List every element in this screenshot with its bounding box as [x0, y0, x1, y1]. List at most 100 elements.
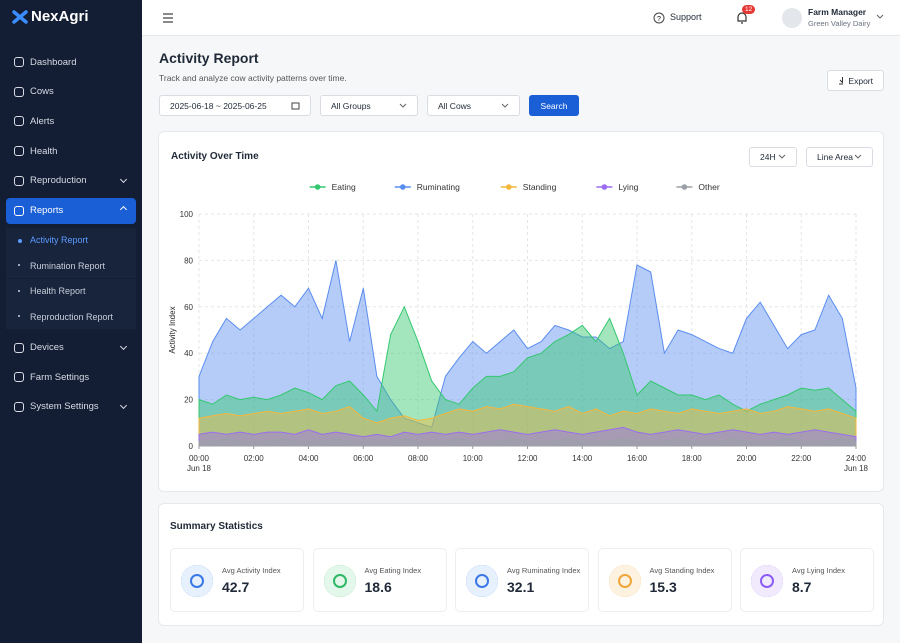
x-tick-label: 24:00 [846, 454, 867, 463]
nav-chevron [119, 401, 128, 409]
area [198, 305, 857, 447]
nav-chevron [119, 205, 128, 213]
page-title: Activity Report [159, 50, 259, 66]
nav-subitem[interactable]: Reproduction Report [6, 304, 136, 329]
nav-label: System Settings [30, 401, 99, 413]
sub-label: Health Report [30, 286, 86, 296]
stat-icon [751, 565, 783, 597]
stat-icon [323, 565, 356, 597]
cows-select[interactable]: All Cows [427, 95, 520, 116]
notification-badge: 12 [742, 5, 756, 14]
mode-select[interactable]: Line Area [806, 147, 873, 167]
sub-label: Rumination Report [30, 260, 106, 271]
nav-subitem[interactable]: Rumination Report [6, 253, 136, 278]
nav-icon [14, 205, 24, 216]
x-date-label: Jun 18 [187, 464, 212, 473]
nav-item[interactable]: Farm Settings [6, 364, 136, 390]
date-end: 2025-06-25 [223, 100, 267, 111]
x-tick-label: 08:00 [408, 454, 429, 463]
avatar[interactable] [782, 8, 802, 28]
nav-item[interactable]: Reports [6, 197, 136, 224]
legend-label: Eating [332, 182, 356, 192]
y-tick-label: 0 [189, 442, 194, 451]
bell[interactable] [735, 11, 749, 25]
group-select[interactable]: All Groups [320, 95, 418, 116]
stat-icon [608, 565, 641, 597]
y-tick-label: 40 [184, 349, 193, 358]
mode-value: Line Area [817, 152, 853, 162]
nav-label: Health [30, 145, 58, 157]
stat-label: Avg Ruminating Index [507, 566, 581, 575]
legend-dot [506, 184, 512, 190]
nav-subitem[interactable]: Health Report [6, 278, 136, 304]
stat-card: Avg Lying Index 8.7 [740, 548, 874, 612]
stat-label: Avg Lying Index [792, 566, 845, 575]
stat-card: Avg Eating Index 18.6 [312, 548, 447, 612]
date-range[interactable]: 2025-06-18 ~ 2025-06-25 [159, 95, 311, 116]
legend-dot [601, 184, 608, 190]
stat-value: 32.1 [507, 579, 535, 595]
stat-value: 18.6 [364, 579, 392, 595]
nav-icon [14, 401, 24, 412]
sub-dot [18, 289, 20, 292]
nav-icon [14, 146, 24, 157]
sub-dot [18, 238, 22, 243]
summary-title: Summary Statistics [170, 521, 263, 532]
nav-item[interactable]: Health [6, 138, 136, 164]
support[interactable]: Support [670, 12, 702, 22]
nav-label: Farm Settings [30, 371, 90, 383]
nav-item[interactable]: System Settings [6, 394, 136, 420]
sub-dot [18, 264, 20, 266]
nav-item[interactable]: Devices [6, 335, 136, 361]
nav-icon [14, 57, 24, 67]
y-tick-label: 100 [180, 210, 194, 219]
x-tick-label: 14:00 [572, 454, 593, 463]
user-chevron[interactable] [876, 14, 884, 20]
menu-toggle[interactable] [162, 12, 174, 24]
group-value: All Groups [331, 100, 371, 111]
nav-subitem[interactable]: Activity Report [6, 227, 136, 253]
legend-dot [314, 184, 321, 190]
y-tick-label: 60 [184, 303, 193, 312]
nav-label: Dashboard [30, 56, 77, 68]
y-tick-label: 20 [184, 396, 193, 405]
x-tick-label: 20:00 [736, 454, 757, 463]
nav-label: Reports [30, 205, 64, 216]
stat-card: Avg Ruminating Index 32.1 [455, 548, 589, 612]
nav-icon [14, 342, 24, 353]
nav-item[interactable]: Cows [6, 79, 136, 105]
x-tick-label: 00:00 [189, 454, 210, 463]
search-button[interactable]: Search [529, 95, 579, 116]
stat-card: Avg Activity Index 42.7 [170, 548, 304, 612]
cows-value: All Cows [438, 100, 472, 111]
export-label: Export [848, 75, 873, 86]
stat-label: Avg Eating Index [364, 566, 422, 575]
area [198, 403, 857, 447]
export-button[interactable]: Export [827, 70, 884, 91]
legend-label: Ruminating [417, 182, 460, 192]
legend-dot [681, 184, 688, 190]
area [198, 260, 857, 447]
page-subtitle: Track and analyze cow activity patterns … [159, 73, 347, 83]
chart-card-title: Activity Over Time [171, 151, 259, 162]
legend-dot [400, 184, 406, 190]
sub-dot [18, 315, 20, 317]
range-select[interactable]: 24H [749, 147, 797, 167]
sub-label: Activity Report [30, 235, 89, 245]
nav-item[interactable]: Alerts [6, 108, 136, 134]
legend-label: Lying [618, 182, 638, 192]
nav-icon [14, 175, 24, 186]
nav-item[interactable]: Dashboard [6, 49, 136, 75]
nav-icon [14, 116, 24, 127]
nav-item[interactable]: Reproduction [6, 168, 136, 194]
user-name[interactable]: Farm Manager [808, 7, 867, 17]
brand: NexAgri [31, 8, 89, 25]
x-tick-label: 10:00 [463, 454, 484, 463]
y-axis-label: Activity Index [168, 306, 177, 353]
x-tick-label: 04:00 [298, 454, 319, 463]
stat-label: Avg Standing Index [649, 566, 715, 575]
logo [12, 10, 28, 24]
x-tick-label: 16:00 [627, 454, 648, 463]
nav-chevron [119, 342, 128, 350]
